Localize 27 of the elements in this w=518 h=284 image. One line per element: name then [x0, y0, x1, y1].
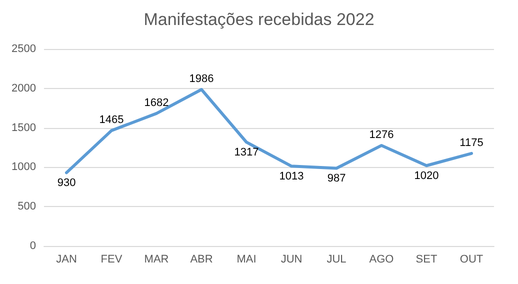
x-tick-label: FEV — [100, 254, 123, 266]
x-tick-label: MAR — [144, 254, 169, 266]
data-label: 987 — [327, 172, 346, 185]
y-tick-label: 1500 — [12, 122, 36, 134]
data-label: 1986 — [189, 73, 214, 86]
y-tick-label: 500 — [18, 200, 36, 213]
y-tick-label: 2500 — [12, 43, 36, 55]
y-tick-label: 2000 — [12, 82, 36, 94]
data-label: 1175 — [460, 136, 484, 149]
x-tick-label: OUT — [460, 254, 484, 266]
data-label: 1013 — [279, 170, 304, 183]
x-tick-label: SET — [416, 254, 438, 266]
data-label: 1020 — [414, 170, 439, 182]
chart-title: Manifestações recebidas 2022 — [144, 10, 374, 29]
data-label: 1276 — [369, 128, 394, 141]
x-tick-label: JUL — [326, 254, 346, 266]
data-label: 930 — [57, 177, 76, 190]
y-tick-label: 0 — [30, 240, 36, 252]
x-tick-label: ABR — [190, 254, 213, 266]
x-tick-label: JAN — [56, 254, 77, 266]
x-tick-label: JUN — [280, 254, 302, 266]
data-label: 1682 — [144, 96, 169, 109]
data-label: 1465 — [99, 114, 124, 126]
data-label: 1317 — [234, 146, 259, 159]
y-tick-label: 1000 — [12, 161, 36, 174]
x-tick-label: AGO — [369, 254, 394, 266]
x-tick-label: MAI — [236, 254, 256, 266]
